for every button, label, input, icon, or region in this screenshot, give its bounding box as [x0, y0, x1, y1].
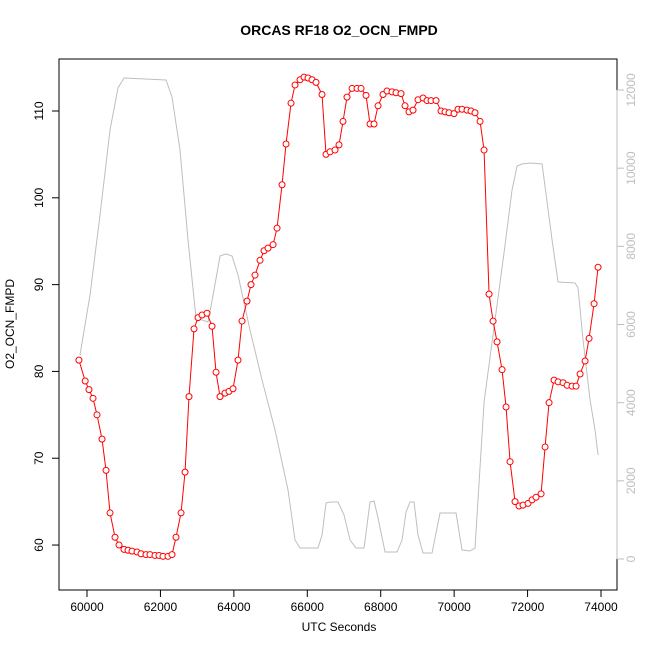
data-point [432, 97, 440, 105]
y-tick-label: 60 [32, 538, 46, 552]
data-point [541, 443, 549, 451]
x-tick-label: 64000 [217, 600, 251, 614]
data-point [489, 317, 497, 325]
data-point [374, 102, 382, 110]
data-point [594, 263, 602, 271]
data-point [312, 78, 320, 86]
data-point [89, 394, 97, 402]
y2-tick-label: 8000 [624, 233, 638, 260]
y-tick-label: 90 [32, 278, 46, 292]
data-point [238, 317, 246, 325]
data-point [537, 490, 545, 498]
y2-tick-label: 4000 [624, 389, 638, 416]
data-point [506, 458, 514, 466]
data-point [572, 382, 580, 390]
y-tick-label: 70 [32, 451, 46, 465]
data-point [278, 181, 286, 189]
data-point [229, 385, 237, 393]
data-point [273, 224, 281, 232]
data-point [190, 325, 198, 333]
data-point [115, 541, 123, 549]
data-point [502, 403, 510, 411]
data-point [291, 81, 299, 89]
data-point [370, 120, 378, 128]
data-point [498, 366, 506, 374]
y-axis-label: O2_OCN_FMPD [3, 279, 17, 369]
data-point [93, 411, 101, 419]
data-point [343, 93, 351, 101]
data-point [111, 533, 119, 541]
data-point [216, 393, 224, 401]
x-tick-label: 60000 [70, 600, 104, 614]
y2-tick-label: 12000 [624, 73, 638, 107]
data-point [450, 110, 458, 118]
x-tick-label: 74000 [584, 600, 618, 614]
data-point [98, 435, 106, 443]
x-tick-label: 68000 [364, 600, 398, 614]
x-tick-label: 66000 [291, 600, 325, 614]
data-point [203, 309, 211, 317]
data-point [471, 109, 479, 117]
data-point [485, 290, 493, 298]
data-point [357, 84, 365, 92]
data-point [585, 334, 593, 342]
data-point [287, 99, 295, 107]
data-point [177, 509, 185, 517]
data-point [335, 141, 343, 149]
data-point [81, 377, 89, 385]
data-point [168, 551, 176, 559]
data-point [256, 256, 264, 264]
data-point [181, 468, 189, 476]
data-point [409, 106, 417, 114]
y2-tick-label: 0 [624, 555, 638, 562]
data-point [493, 338, 501, 346]
data-point [251, 271, 259, 279]
data-point [480, 146, 488, 154]
data-point [247, 281, 255, 289]
data-point [401, 102, 409, 110]
y2-tick-label: 6000 [624, 311, 638, 338]
data-point [511, 498, 519, 506]
y2-tick-label: 10000 [624, 151, 638, 185]
data-point [476, 117, 484, 125]
data-point [545, 399, 553, 407]
data-point [75, 356, 83, 364]
data-point [243, 297, 251, 305]
data-point [264, 244, 272, 252]
data-point [208, 322, 216, 330]
data-point [234, 356, 242, 364]
x-axis-label: UTC Seconds [302, 620, 377, 634]
data-point [590, 300, 598, 308]
x-tick-label: 70000 [437, 600, 471, 614]
chart-title: ORCAS RF18 O2_OCN_FMPD [240, 22, 438, 38]
data-point [172, 533, 180, 541]
data-point [339, 117, 347, 125]
data-point [331, 146, 339, 154]
data-point [532, 493, 540, 501]
data-point [362, 91, 370, 99]
data-point [581, 357, 589, 365]
x-tick-label: 72000 [511, 600, 545, 614]
y-tick-label: 80 [32, 364, 46, 378]
series-line [79, 77, 599, 554]
y2-tick-label: 2000 [624, 467, 638, 494]
data-point [185, 393, 193, 401]
data-point [106, 509, 114, 517]
x-tick-label: 62000 [144, 600, 178, 614]
data-point [576, 370, 584, 378]
data-point [85, 386, 93, 394]
data-point [212, 368, 220, 376]
data-point [102, 466, 110, 474]
data-point [282, 140, 290, 148]
y-tick-label: 110 [32, 101, 46, 120]
data-point [397, 90, 405, 98]
y-tick-label: 100 [32, 187, 46, 207]
data-point [318, 91, 326, 99]
data-point [269, 241, 277, 249]
